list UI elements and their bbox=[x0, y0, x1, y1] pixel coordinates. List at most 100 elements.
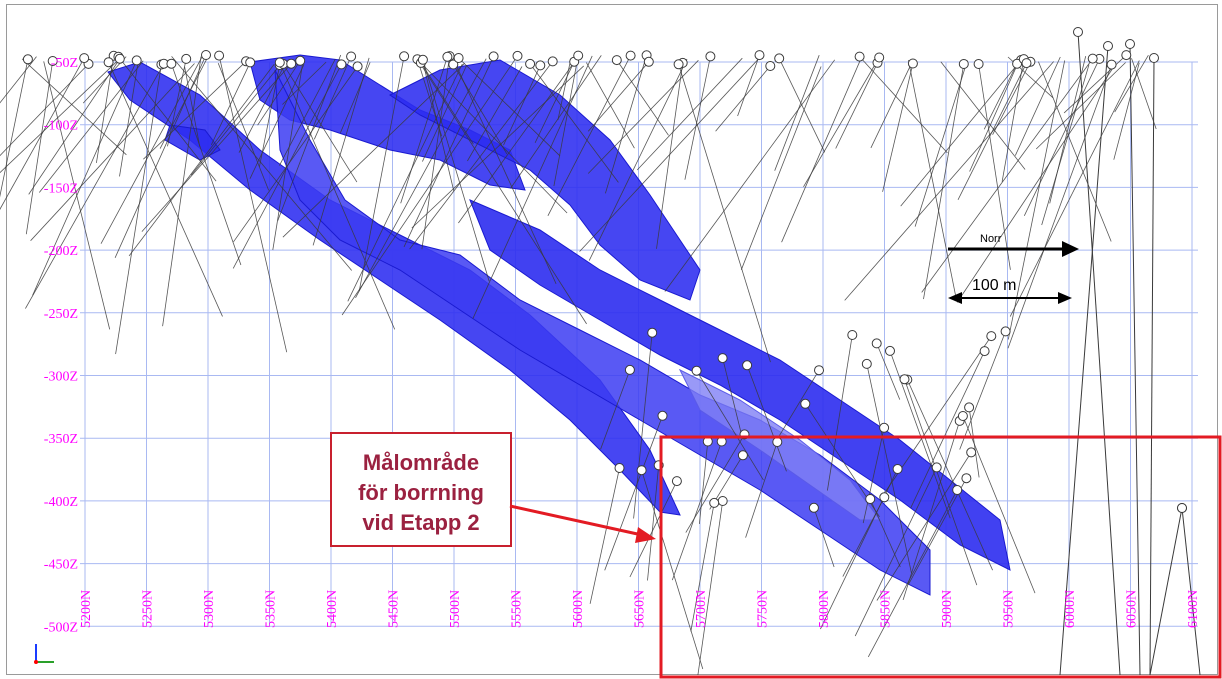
drillhole-trace bbox=[579, 57, 761, 252]
drillhole-trace bbox=[869, 498, 901, 568]
drillhole-trace bbox=[722, 358, 743, 439]
northing-label: 5650N bbox=[633, 590, 648, 628]
drillhole-trace bbox=[844, 61, 1055, 301]
drillhole-trace bbox=[233, 66, 358, 243]
drillhole-trace bbox=[910, 350, 985, 509]
drillhole-trace bbox=[867, 489, 958, 658]
drillhole-trace bbox=[835, 62, 878, 149]
collar-symbol bbox=[854, 51, 865, 62]
depth-label: -150Z bbox=[44, 181, 78, 196]
drillhole-trace bbox=[1038, 61, 1112, 242]
drillhole-trace bbox=[629, 480, 678, 578]
collar-symbol bbox=[737, 450, 748, 461]
drillhole-trace bbox=[870, 66, 911, 149]
drillhole-trace bbox=[1007, 64, 1112, 349]
drillhole-trace bbox=[862, 427, 885, 524]
scale-bar-label: 100 m bbox=[972, 277, 1016, 294]
drillhole-trace bbox=[217, 62, 270, 191]
drillhole-trace bbox=[190, 61, 284, 176]
drillhole-trace bbox=[28, 55, 123, 195]
drillhole-collars bbox=[22, 27, 1187, 513]
collar-symbol bbox=[1103, 41, 1113, 51]
collar-symbol bbox=[861, 358, 872, 369]
northing-label: 5350N bbox=[264, 590, 279, 628]
collar-symbol bbox=[865, 494, 876, 504]
drillhole-trace bbox=[876, 343, 901, 400]
northing-label: 5500N bbox=[448, 590, 463, 628]
drillhole-trace bbox=[403, 56, 494, 248]
collar-symbol bbox=[201, 50, 211, 60]
drillhole-trace bbox=[656, 62, 684, 249]
axis-triad-icon bbox=[34, 644, 54, 664]
drillhole-trace bbox=[257, 60, 301, 126]
drillhole-trace bbox=[279, 58, 336, 166]
drillhole-trace bbox=[900, 59, 1022, 207]
northing-label: 5800N bbox=[817, 590, 832, 628]
drillhole-trace bbox=[341, 55, 518, 316]
drillhole-trace bbox=[1049, 56, 1087, 204]
drillhole-trace bbox=[647, 465, 660, 581]
northing-label: 6000N bbox=[1063, 590, 1078, 628]
depth-label: -300Z bbox=[44, 370, 78, 385]
collar-symbol bbox=[879, 492, 890, 503]
drillhole-trace bbox=[697, 500, 724, 676]
collar-symbol bbox=[717, 496, 728, 506]
northing-label: 5950N bbox=[1002, 590, 1017, 628]
north-arrow-label: Norr bbox=[980, 233, 1002, 245]
collar-symbol bbox=[847, 330, 858, 340]
collar-symbol bbox=[958, 59, 969, 69]
drillhole-trace bbox=[347, 63, 463, 302]
collar-symbol bbox=[47, 56, 58, 66]
drillhole-trace bbox=[604, 415, 663, 571]
drillhole-trace bbox=[115, 64, 162, 355]
drillhole-trace bbox=[774, 55, 820, 171]
collar-symbol bbox=[643, 56, 654, 67]
collar-symbol bbox=[1106, 59, 1117, 70]
drillhole-trace bbox=[588, 58, 688, 261]
drillhole-trace bbox=[32, 60, 138, 296]
collar-symbol bbox=[1087, 53, 1098, 64]
northing-label: 5200N bbox=[79, 590, 94, 628]
drillhole-trace bbox=[0, 63, 89, 157]
drillhole-trace bbox=[167, 58, 187, 147]
drillholes bbox=[0, 31, 1201, 676]
annotation-line-1: Målområde bbox=[363, 450, 479, 475]
drillhole-trace bbox=[553, 55, 579, 187]
drillhole-trace bbox=[128, 64, 275, 257]
northing-label: 6050N bbox=[1125, 590, 1140, 628]
drillhole-trace bbox=[184, 66, 201, 147]
drillhole-trace bbox=[259, 64, 281, 167]
drillhole-trace bbox=[0, 56, 37, 104]
drillhole-trace bbox=[678, 64, 771, 363]
drillhole-trace bbox=[908, 60, 957, 298]
drillhole-trace bbox=[715, 65, 771, 132]
northing-label: 5900N bbox=[940, 590, 955, 628]
collar-symbol bbox=[1125, 39, 1135, 49]
drillhole-trace bbox=[249, 64, 305, 179]
collar-symbol bbox=[871, 338, 882, 349]
ore-body-lens bbox=[469, 199, 1011, 571]
drillhole-trace bbox=[141, 63, 292, 232]
collar-symbol bbox=[245, 57, 256, 68]
drillhole-trace bbox=[529, 63, 619, 183]
drillhole-trace bbox=[605, 55, 647, 194]
drillhole-trace bbox=[978, 63, 1011, 270]
collar-symbol bbox=[874, 52, 885, 63]
drillhole-trace bbox=[908, 478, 967, 585]
northing-label: 5850N bbox=[879, 590, 894, 628]
collar-symbol bbox=[1021, 58, 1032, 69]
drillhole-trace bbox=[171, 56, 353, 271]
drillhole-trace bbox=[968, 407, 980, 478]
drillhole-trace bbox=[100, 55, 203, 244]
drillhole-trace bbox=[779, 369, 820, 436]
drillhole-trace bbox=[803, 57, 880, 188]
drillhole-trace bbox=[956, 65, 1115, 303]
drillhole-trace bbox=[272, 59, 304, 251]
drillhole-trace bbox=[277, 54, 342, 221]
drillhole-trace bbox=[0, 57, 85, 210]
drillhole-trace bbox=[162, 56, 202, 327]
collar-symbol bbox=[1073, 27, 1083, 37]
drillhole-trace bbox=[355, 58, 487, 298]
drillhole-trace bbox=[813, 507, 835, 568]
collar-symbol bbox=[765, 61, 776, 71]
